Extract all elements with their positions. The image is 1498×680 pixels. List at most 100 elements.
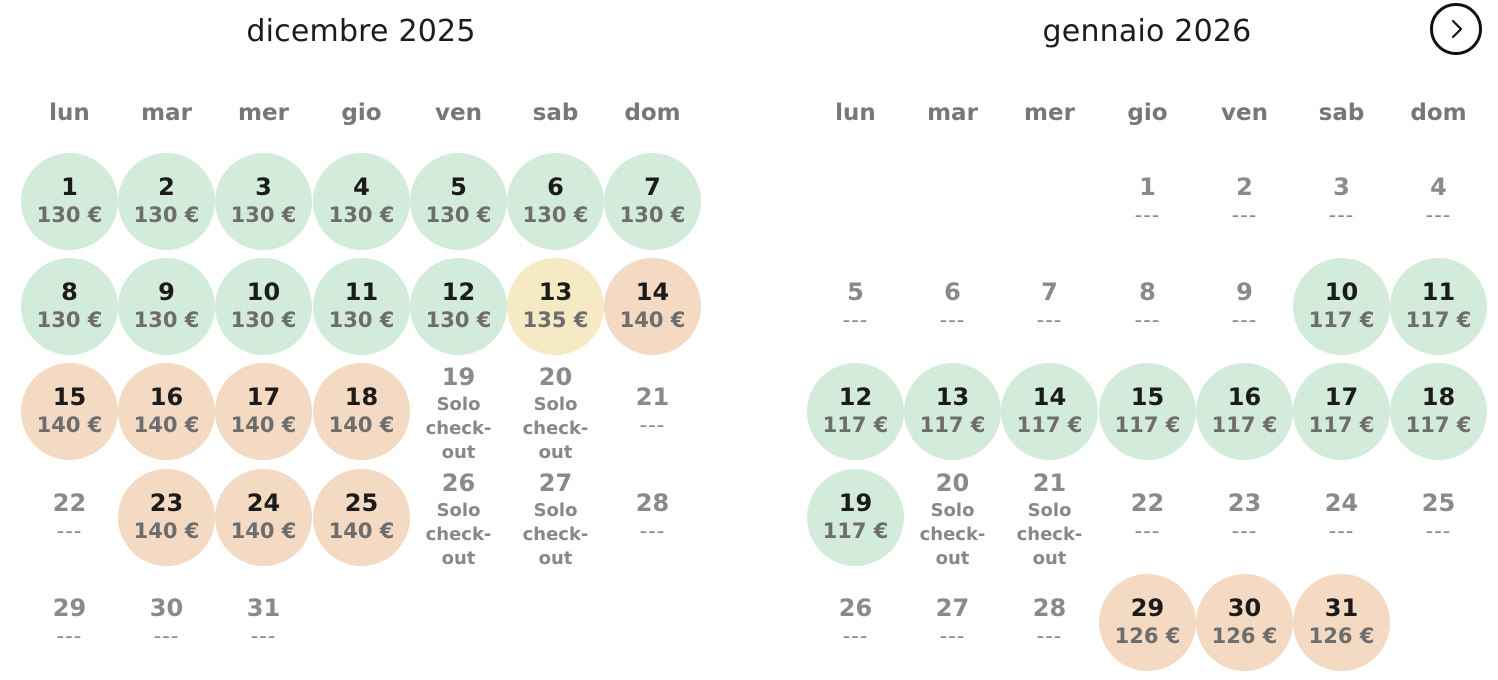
day-number: 4: [353, 173, 370, 201]
day-price: ---: [1036, 308, 1063, 332]
day-price: ---: [1134, 308, 1161, 332]
day-number: 9: [1236, 278, 1253, 306]
month-december: dicembre 2025 lun mar mer gio ven sab dom 1 130 …: [21, 0, 707, 680]
day-number: 30: [1227, 594, 1262, 622]
day-price: ---: [250, 624, 277, 648]
day-cell-30[interactable]: 30 126 €: [1196, 574, 1293, 671]
day-cell-13[interactable]: 13 117 €: [904, 363, 1001, 460]
day-number: 18: [344, 383, 379, 411]
weekday-sab: sab: [532, 100, 579, 126]
day-price: 140 €: [230, 519, 297, 543]
day-cell-24[interactable]: 24 140 €: [215, 469, 312, 566]
day-cell-4[interactable]: 4 130 €: [313, 153, 410, 250]
day-price: 130 €: [133, 308, 200, 332]
checkout-only-label: Solo check- out: [522, 394, 589, 463]
day-price: ---: [1328, 203, 1355, 227]
day-cell-16[interactable]: 16 140 €: [118, 363, 215, 460]
day-cell-16[interactable]: 16 117 €: [1196, 363, 1293, 460]
day-cell-20: 20 Solo check- out: [507, 363, 604, 463]
day-cell-25[interactable]: 25 140 €: [313, 469, 410, 566]
day-cell-21: 21 ---: [604, 363, 701, 460]
day-cell-14[interactable]: 14 117 €: [1001, 363, 1098, 460]
day-number: 14: [635, 278, 670, 306]
day-price: 126 €: [1308, 624, 1375, 648]
day-price: 130 €: [328, 203, 395, 227]
day-number: 6: [944, 278, 961, 306]
day-number: 20: [935, 469, 970, 497]
next-month-button[interactable]: [1430, 3, 1482, 55]
day-cell-5[interactable]: 5 130 €: [410, 153, 507, 250]
day-cell-26: 26 Solo check- out: [410, 469, 507, 569]
day-cell-11[interactable]: 11 117 €: [1390, 258, 1487, 355]
day-cell-29[interactable]: 29 126 €: [1099, 574, 1196, 671]
day-cell-31[interactable]: 31 126 €: [1293, 574, 1390, 671]
weekday-mar: mar: [141, 100, 192, 126]
day-number: 26: [838, 594, 873, 622]
day-cell-3[interactable]: 3 130 €: [215, 153, 312, 250]
day-cell-18[interactable]: 18 117 €: [1390, 363, 1487, 460]
day-cell-17[interactable]: 17 140 €: [215, 363, 312, 460]
day-number: 4: [1430, 173, 1447, 201]
day-cell-22: 22 ---: [1099, 469, 1196, 566]
weekday-ven: ven: [435, 100, 482, 126]
weekday-sab: sab: [1318, 100, 1365, 126]
day-cell-14[interactable]: 14 140 €: [604, 258, 701, 355]
day-cell-1[interactable]: 1 130 €: [21, 153, 118, 250]
day-cell-15[interactable]: 15 140 €: [21, 363, 118, 460]
day-cell-8: 8 ---: [1099, 258, 1196, 355]
day-price: ---: [1425, 519, 1452, 543]
day-number: 7: [644, 173, 661, 201]
day-cell-12[interactable]: 12 130 €: [410, 258, 507, 355]
day-price: 117 €: [822, 519, 889, 543]
day-price: 117 €: [1405, 413, 1472, 437]
day-price: ---: [1231, 308, 1258, 332]
day-cell-5: 5 ---: [807, 258, 904, 355]
day-cell-15[interactable]: 15 117 €: [1099, 363, 1196, 460]
day-price: ---: [56, 519, 83, 543]
day-number: 8: [61, 278, 78, 306]
day-cell-6[interactable]: 6 130 €: [507, 153, 604, 250]
day-cell-11[interactable]: 11 130 €: [313, 258, 410, 355]
day-cell-27: 27 Solo check- out: [507, 469, 604, 569]
day-price: 130 €: [133, 203, 200, 227]
day-cell-17[interactable]: 17 117 €: [1293, 363, 1390, 460]
day-price: ---: [1134, 203, 1161, 227]
day-cell-2[interactable]: 2 130 €: [118, 153, 215, 250]
day-cell-9[interactable]: 9 130 €: [118, 258, 215, 355]
day-cell-10[interactable]: 10 130 €: [215, 258, 312, 355]
day-price: 140 €: [328, 413, 395, 437]
day-cell-30: 30 ---: [118, 574, 215, 671]
day-price: 130 €: [522, 203, 589, 227]
day-cell-18[interactable]: 18 140 €: [313, 363, 410, 460]
day-price: 130 €: [36, 308, 103, 332]
day-number: 31: [1324, 594, 1359, 622]
day-number: 29: [1130, 594, 1165, 622]
day-cell-10[interactable]: 10 117 €: [1293, 258, 1390, 355]
checkout-only-label: Solo check- out: [919, 500, 986, 569]
day-cell-7[interactable]: 7 130 €: [604, 153, 701, 250]
day-number: 21: [635, 383, 670, 411]
day-price: 126 €: [1114, 624, 1181, 648]
day-cell-13[interactable]: 13 135 €: [507, 258, 604, 355]
day-price: ---: [1231, 519, 1258, 543]
day-number: 2: [1236, 173, 1253, 201]
day-number: 8: [1139, 278, 1156, 306]
month-january: gennaio 2026 lun mar mer gio ven sab dom 1 --- 2-…: [807, 0, 1493, 680]
day-price: ---: [56, 624, 83, 648]
day-price: 130 €: [230, 308, 297, 332]
day-price: 117 €: [1211, 413, 1278, 437]
day-price: 140 €: [230, 413, 297, 437]
day-cell-6: 6 ---: [904, 258, 1001, 355]
day-cell-12[interactable]: 12 117 €: [807, 363, 904, 460]
day-price: 130 €: [36, 203, 103, 227]
day-cell-2: 2 ---: [1196, 153, 1293, 250]
day-price: 130 €: [425, 203, 492, 227]
day-cell-23[interactable]: 23 140 €: [118, 469, 215, 566]
weekday-mar: mar: [927, 100, 978, 126]
day-cell-27: 27 ---: [904, 574, 1001, 671]
day-number: 27: [935, 594, 970, 622]
day-cell-19[interactable]: 19 117 €: [807, 469, 904, 566]
day-cell-8[interactable]: 8 130 €: [21, 258, 118, 355]
day-number: 29: [52, 594, 87, 622]
day-price: 130 €: [328, 308, 395, 332]
